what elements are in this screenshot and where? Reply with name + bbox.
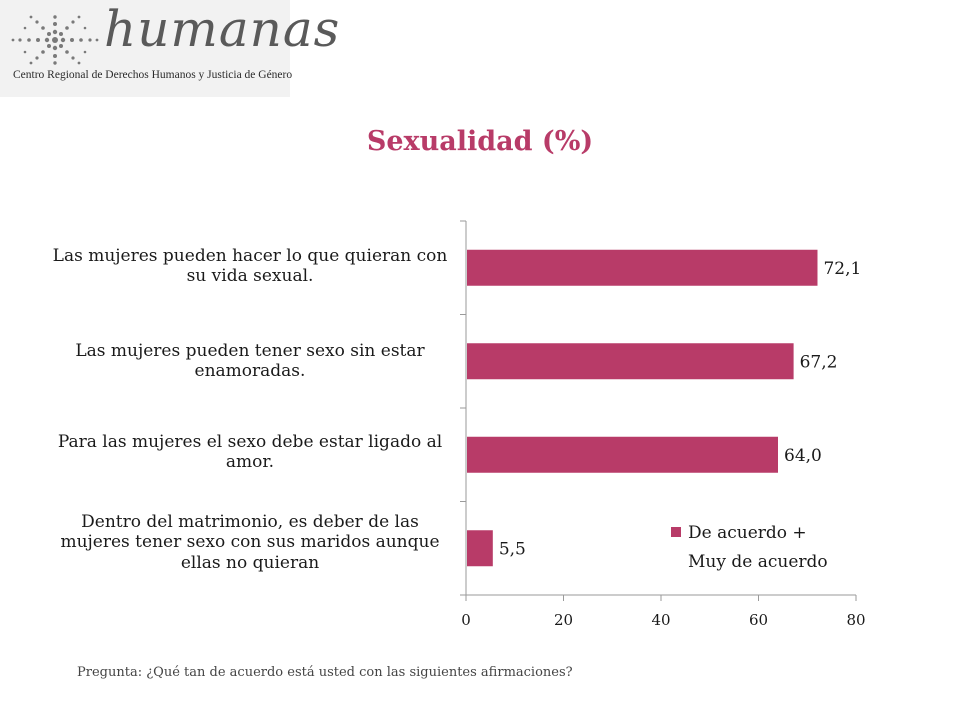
data-label: 5,5 xyxy=(499,539,526,559)
x-tick-label: 40 xyxy=(651,611,670,629)
logo-wordmark: humanas xyxy=(104,0,341,58)
star-dots-logo-icon xyxy=(11,15,99,65)
category-label-3: Para las mujeres el sexo debe estar liga… xyxy=(57,432,443,473)
legend-swatch xyxy=(671,527,681,537)
x-tick-label: 80 xyxy=(846,611,865,629)
bar xyxy=(467,343,794,380)
bar xyxy=(467,436,778,473)
category-label-2: Las mujeres pueden tener sexo sin estar … xyxy=(75,341,425,382)
category-label-4: Dentro del matrimonio, es deber de las m… xyxy=(60,512,440,573)
x-tick-label: 20 xyxy=(554,611,573,629)
logo-subtitle: Centro Regional de Derechos Humanos y Ju… xyxy=(13,69,293,81)
footnote: Pregunta: ¿Qué tan de acuerdo está usted… xyxy=(77,665,573,680)
x-tick-label: 60 xyxy=(749,611,768,629)
bar xyxy=(467,249,818,286)
chart-title: Sexualidad (%) xyxy=(366,126,594,157)
data-label: 64,0 xyxy=(784,446,822,466)
bar xyxy=(467,530,493,567)
data-label: 72,1 xyxy=(823,259,861,279)
x-tick-label: 0 xyxy=(461,611,471,629)
logo: humanas Centro Regional de Derechos Huma… xyxy=(0,0,339,97)
legend-label: De acuerdo + xyxy=(688,523,807,543)
category-label-1: Las mujeres pueden hacer lo que quieran … xyxy=(52,246,448,287)
data-label: 67,2 xyxy=(800,352,838,372)
legend-label: Muy de acuerdo xyxy=(688,552,828,572)
